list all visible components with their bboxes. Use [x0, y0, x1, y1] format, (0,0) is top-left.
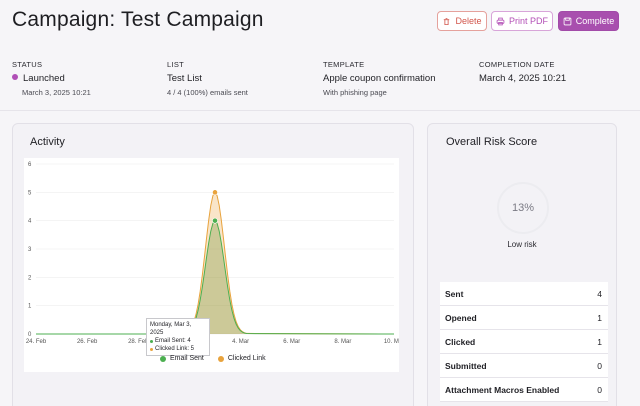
list-sub: 4 / 4 (100%) emails sent: [167, 88, 248, 97]
series-area-1: [36, 192, 394, 334]
completion-value: March 4, 2025 10:21: [479, 73, 567, 84]
x-tick-label: 26. Feb: [77, 339, 98, 345]
status-dot-icon: [12, 74, 18, 81]
legend-label: Clicked Link: [227, 355, 266, 362]
chart-tooltip: Monday, Mar 3, 2025 Email Sent: 4 Clicke…: [146, 318, 210, 356]
risk-score: 13%: [511, 202, 535, 214]
divider: [0, 110, 640, 111]
stat-label: Opened: [445, 312, 477, 323]
tooltip-date: Monday, Mar 3, 2025: [150, 322, 192, 336]
x-tick-label: 24. Feb: [26, 339, 47, 345]
delete-button[interactable]: Delete: [437, 11, 487, 31]
status-label: STATUS: [12, 60, 43, 69]
risk-level: Low risk: [507, 240, 537, 249]
list-value: Test List: [167, 73, 202, 84]
stat-row-attachment-macros: Attachment Macros Enabled 0: [440, 378, 608, 402]
series-area-0: [36, 220, 394, 334]
legend-dot-icon: [160, 355, 166, 362]
x-tick-label: 6. Mar: [283, 339, 300, 345]
save-icon: [563, 17, 572, 25]
status-date: March 3, 2025 10:21: [22, 88, 91, 97]
stat-row-sent: Sent 4: [440, 282, 608, 306]
y-tick-label: 5: [28, 190, 32, 196]
x-tick-label: 28. Feb: [128, 339, 149, 345]
y-tick-label: 1: [28, 304, 32, 310]
x-tick-label: 4. Mar: [232, 339, 249, 345]
stat-value: 1: [597, 312, 602, 323]
stat-value: 4: [597, 288, 602, 299]
trash-icon: [444, 17, 450, 25]
series-point-1: [212, 189, 218, 196]
printer-icon: [496, 17, 505, 25]
template-value: Apple coupon confirmation: [323, 73, 436, 84]
stat-label: Sent: [445, 288, 464, 299]
tooltip-row-clicked: Clicked Link: 5: [150, 345, 206, 353]
print-pdf-label: Print PDF: [508, 16, 548, 26]
tooltip-row-sent: Email Sent: 4: [150, 337, 206, 345]
complete-button[interactable]: Complete: [558, 11, 619, 31]
status-text: Launched: [23, 73, 65, 84]
legend-dot-icon: [217, 355, 224, 362]
list-label: LIST: [167, 60, 185, 69]
legend-item-email-sent[interactable]: Email Sent: [160, 355, 204, 362]
stat-row-opened: Opened 1: [440, 306, 608, 330]
delete-label: Delete: [455, 16, 482, 26]
completion-label: COMPLETION DATE: [479, 60, 555, 69]
print-pdf-button[interactable]: Print PDF: [491, 11, 553, 31]
risk-gauge: 13%: [497, 182, 549, 234]
activity-title: Activity: [30, 136, 65, 148]
y-tick-label: 6: [28, 162, 32, 168]
x-tick-label: 10. Mar: [384, 339, 399, 345]
y-tick-label: 0: [28, 332, 32, 338]
series-point-0: [212, 217, 218, 224]
complete-label: Complete: [575, 16, 615, 26]
stat-label: Attachment Macros Enabled: [445, 384, 560, 395]
y-tick-label: 2: [28, 275, 32, 281]
risk-title: Overall Risk Score: [446, 136, 538, 148]
page-title: Campaign: Test Campaign: [12, 8, 264, 31]
status-value: Launched: [12, 73, 65, 84]
y-tick-label: 4: [28, 219, 32, 225]
tooltip-sent-text: Email Sent: 4: [155, 338, 191, 344]
x-tick-label: 8. Mar: [334, 339, 351, 345]
tooltip-clicked-dot-icon: [150, 347, 153, 351]
stat-label: Submitted: [445, 360, 487, 371]
y-tick-label: 3: [28, 247, 32, 253]
tooltip-sent-dot-icon: [150, 339, 153, 343]
template-label: TEMPLATE: [323, 60, 365, 69]
stat-row-clicked: Clicked 1: [440, 330, 608, 354]
stat-value: 0: [597, 360, 602, 371]
tooltip-clicked-text: Clicked Link: 5: [155, 346, 195, 352]
stats-table: Sent 4 Opened 1 Clicked 1 Submitted 0 Attach…: [440, 282, 608, 402]
stat-value: 0: [597, 384, 602, 395]
stat-value: 1: [597, 336, 602, 347]
legend-item-clicked-link[interactable]: Clicked Link: [217, 355, 266, 362]
legend-label: Email Sent: [170, 355, 204, 362]
template-sub: With phishing page: [323, 88, 387, 97]
stat-label: Clicked: [445, 336, 476, 347]
stat-row-submitted: Submitted 0: [440, 354, 608, 378]
chart-legend: Email Sent Clicked Link: [160, 355, 266, 362]
